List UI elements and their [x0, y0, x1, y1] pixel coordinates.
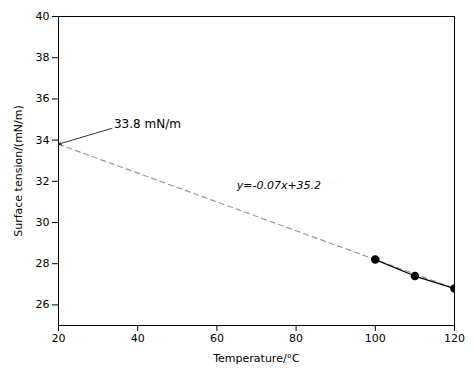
- svg-text:y=-0.07x+35.2: y=-0.07x+35.2: [236, 179, 321, 192]
- svg-text:Temperature/°C: Temperature/°C: [212, 352, 300, 365]
- svg-text:30: 30: [36, 216, 50, 229]
- svg-text:34: 34: [36, 134, 50, 147]
- svg-text:32: 32: [36, 175, 50, 188]
- svg-text:33.8 mN/m: 33.8 mN/m: [114, 117, 181, 131]
- svg-text:60: 60: [210, 332, 224, 345]
- svg-text:26: 26: [36, 298, 50, 311]
- svg-text:80: 80: [289, 332, 303, 345]
- svg-text:100: 100: [365, 332, 386, 345]
- svg-text:38: 38: [36, 51, 50, 64]
- svg-text:Surface tension/(mN/m): Surface tension/(mN/m): [12, 105, 25, 237]
- svg-text:40: 40: [131, 332, 145, 345]
- svg-text:20: 20: [52, 332, 66, 345]
- svg-text:36: 36: [36, 92, 50, 105]
- svg-text:28: 28: [36, 257, 50, 270]
- svg-text:40: 40: [36, 10, 50, 23]
- svg-text:120: 120: [444, 332, 465, 345]
